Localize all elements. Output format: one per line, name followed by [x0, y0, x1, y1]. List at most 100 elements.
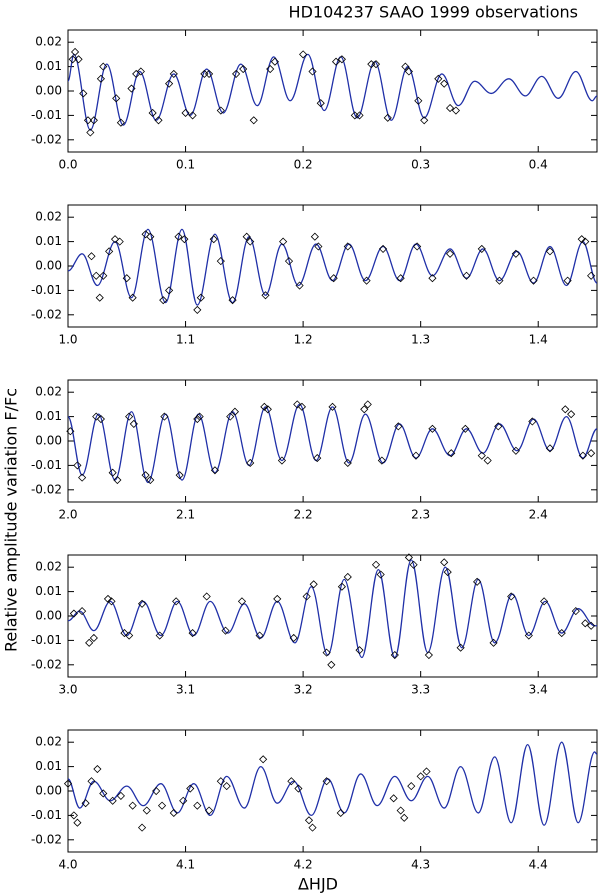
data-point: [428, 424, 437, 433]
data-point: [74, 55, 83, 64]
plot-frame: [67, 379, 598, 503]
data-point: [277, 456, 287, 465]
x-tick-label: 2.3: [411, 508, 430, 522]
y-tick-label: 0.02: [35, 735, 62, 749]
data-point: [120, 629, 129, 638]
data-point: [99, 62, 108, 71]
data-point: [79, 89, 88, 98]
data-point: [237, 597, 247, 606]
data-point: [587, 449, 596, 458]
data-point: [205, 806, 214, 815]
data-point: [489, 638, 498, 647]
data-point: [188, 111, 197, 120]
data-point: [494, 422, 503, 431]
data-point: [360, 405, 369, 414]
data-point: [103, 594, 113, 603]
data-point: [587, 621, 596, 630]
x-tick-label: 2.0: [58, 508, 77, 522]
data-point: [302, 592, 311, 601]
x-tick-label: 1.4: [529, 333, 548, 347]
data-point: [87, 252, 96, 261]
x-tick-label: 4.0: [58, 858, 77, 872]
data-point: [383, 113, 392, 122]
data-point: [563, 276, 572, 285]
data-point: [409, 560, 418, 569]
data-point: [263, 405, 272, 414]
data-point: [299, 50, 308, 59]
data-point: [129, 419, 138, 428]
data-point: [112, 94, 121, 103]
data-point: [165, 79, 174, 88]
data-point: [165, 286, 174, 295]
data-point: [400, 813, 409, 822]
data-point: [172, 597, 181, 606]
data-point: [337, 55, 346, 64]
data-point: [136, 67, 145, 76]
data-point: [587, 271, 596, 280]
y-tick-label: 0.02: [35, 35, 62, 49]
data-point: [193, 801, 202, 810]
data-point: [507, 592, 516, 601]
y-tick-label: 0.02: [35, 210, 62, 224]
y-tick-label: -0.02: [31, 832, 62, 846]
data-point: [146, 475, 155, 485]
data-point: [447, 449, 456, 458]
data-point: [193, 414, 202, 424]
data-point: [428, 274, 437, 283]
data-point: [545, 247, 555, 256]
data-point: [545, 444, 555, 453]
data-point: [540, 597, 549, 606]
data-point: [571, 607, 580, 616]
data-point: [378, 244, 388, 253]
y-tick-label: 0.00: [35, 259, 62, 273]
data-point: [221, 626, 230, 635]
data-point: [93, 764, 102, 774]
data-point: [157, 801, 167, 810]
data-point: [86, 128, 95, 137]
data-point: [105, 247, 114, 256]
data-point: [128, 293, 137, 302]
data-point: [186, 784, 195, 793]
data-point: [169, 808, 178, 818]
data-point: [246, 237, 255, 246]
data-point: [581, 619, 590, 628]
data-point: [63, 779, 73, 788]
data-point: [107, 597, 116, 606]
data-point: [390, 650, 399, 660]
x-tick-label: 2.2: [294, 508, 313, 522]
x-tick-label: 3.0: [58, 683, 77, 697]
data-point: [355, 111, 364, 120]
data-point: [404, 553, 413, 562]
data-point: [259, 755, 268, 764]
y-tick-label: 0.00: [35, 784, 62, 798]
fit-line: [67, 741, 598, 826]
data-point: [230, 407, 239, 416]
data-point: [154, 116, 163, 125]
x-tick-label: 3.4: [529, 683, 548, 697]
data-point: [195, 412, 204, 421]
data-point: [511, 446, 520, 455]
data-point: [343, 458, 352, 468]
data-point: [96, 414, 105, 424]
y-tick-label: 0.01: [35, 234, 62, 248]
data-point: [294, 784, 303, 793]
x-tick-label: 2.4: [529, 508, 548, 522]
data-point: [462, 271, 471, 280]
data-point: [293, 400, 302, 409]
y-tick-label: -0.01: [31, 808, 62, 822]
data-point: [142, 806, 151, 815]
data-point: [445, 249, 455, 258]
data-point: [322, 777, 331, 786]
y-tick-label: 0.00: [35, 434, 62, 448]
data-point: [337, 582, 346, 591]
data-point: [92, 412, 101, 421]
data-point: [188, 629, 197, 638]
data-point: [96, 74, 105, 83]
data-point: [343, 572, 352, 582]
data-point: [343, 242, 352, 251]
y-tick-label: -0.01: [31, 458, 62, 472]
data-point: [371, 60, 381, 69]
y-tick-label: 0.02: [35, 385, 62, 399]
data-point: [69, 609, 78, 618]
